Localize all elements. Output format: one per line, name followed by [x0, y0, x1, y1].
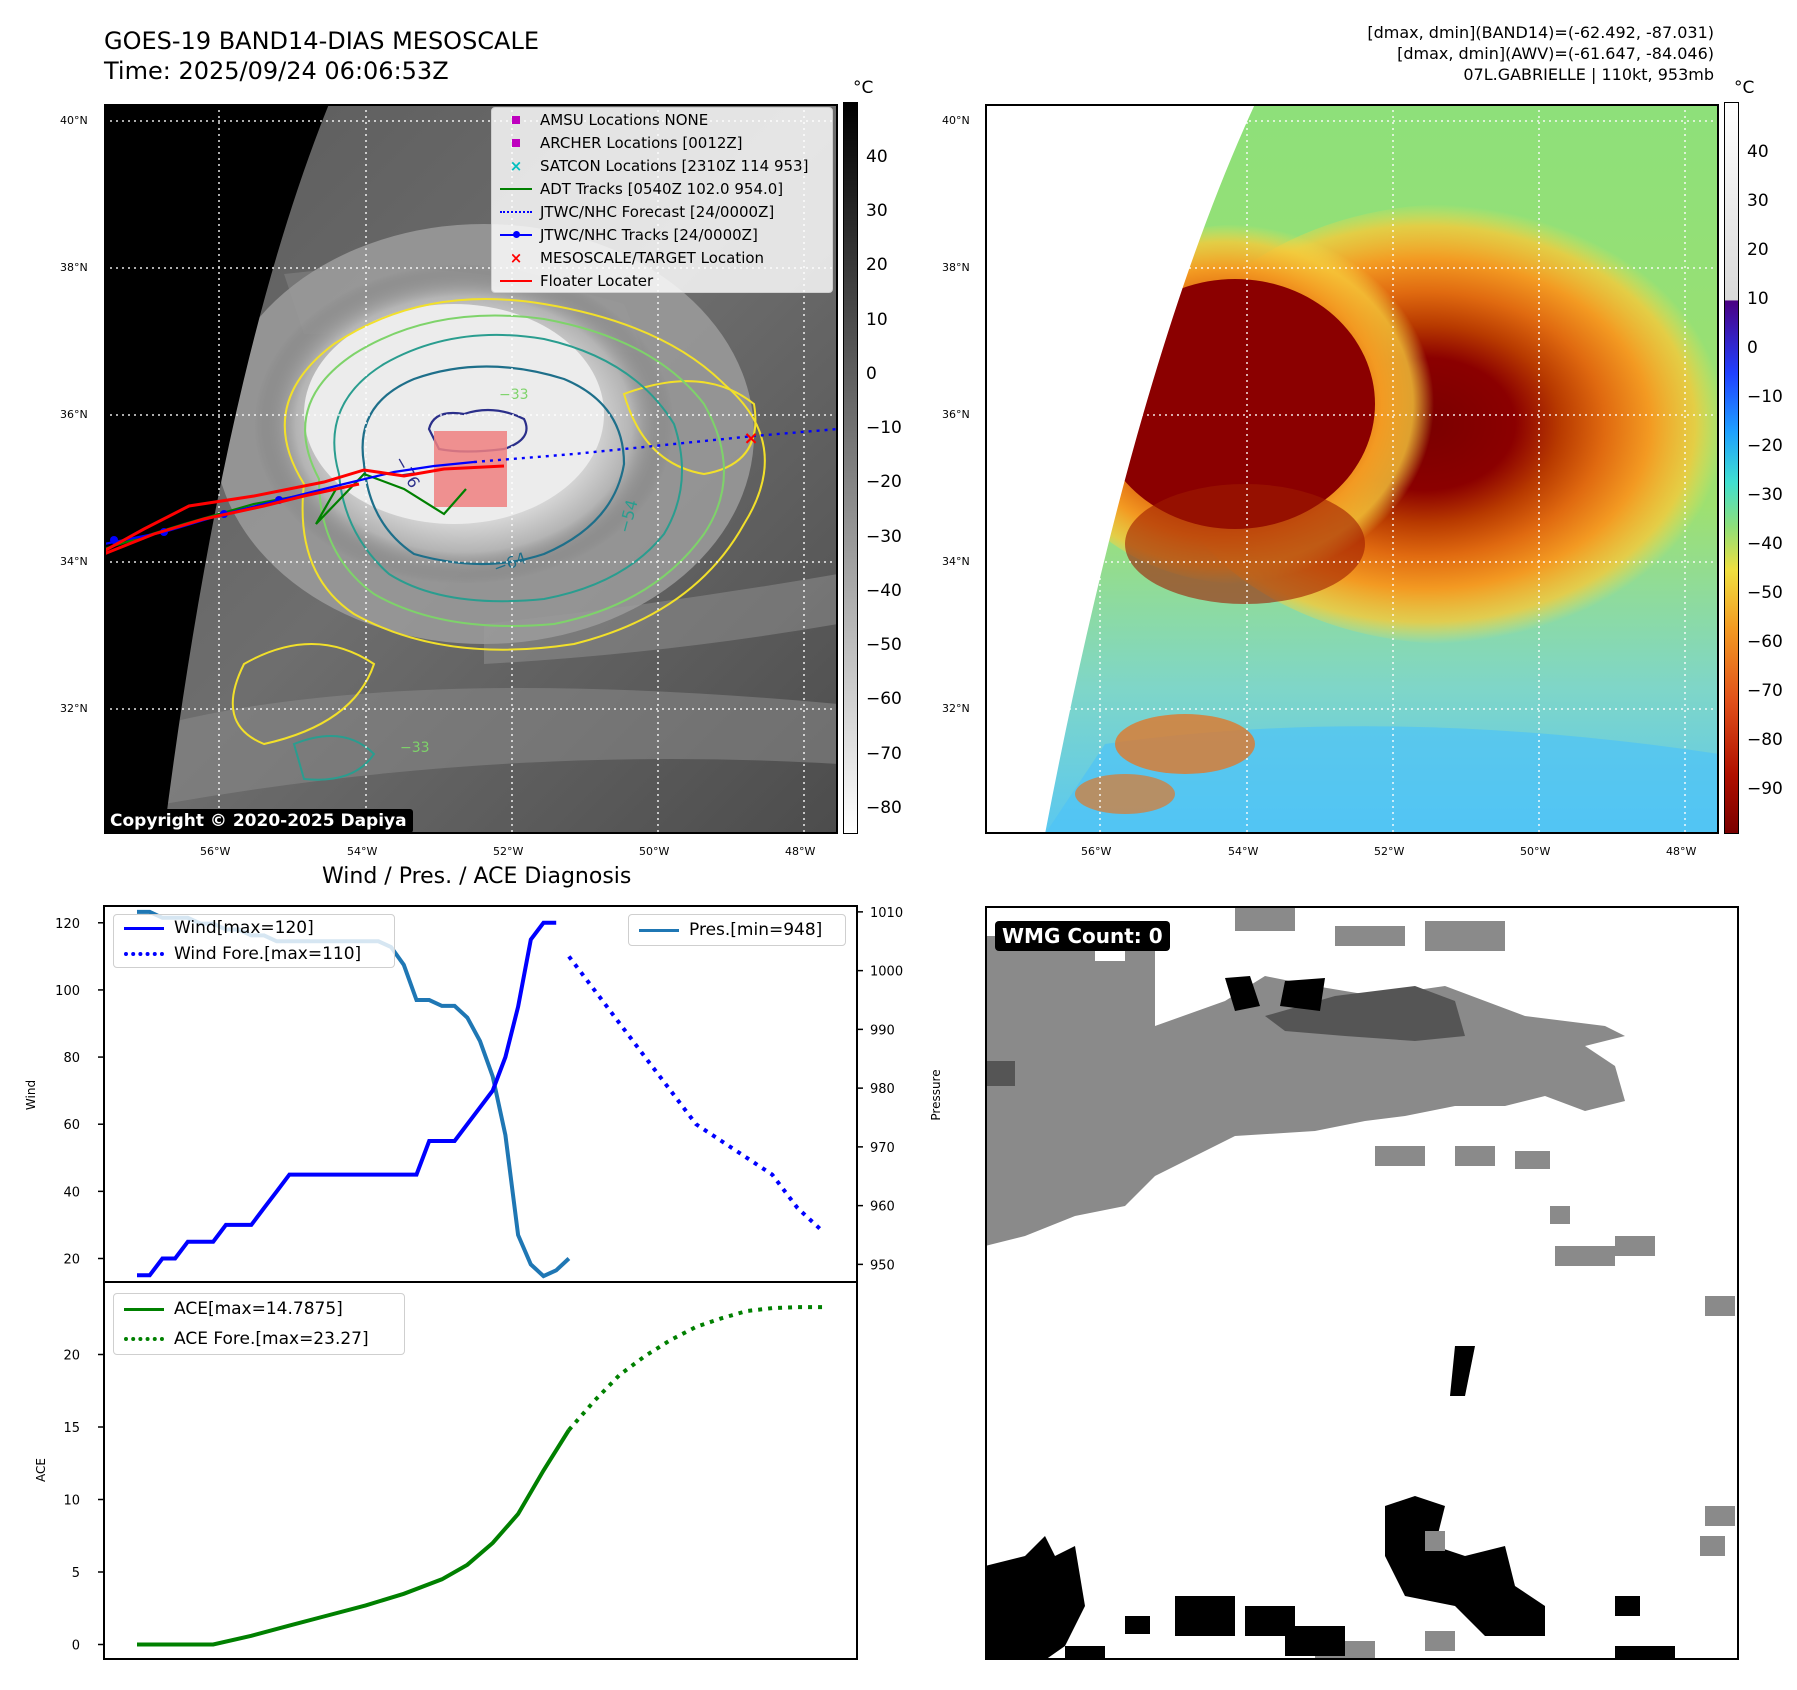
lon-label: 56°W: [200, 845, 231, 858]
pressure-tick-label: 950: [870, 1258, 895, 1273]
lat-label: 38°N: [60, 261, 88, 274]
awv-colorbar-ticks: 40 30 20 10 0 −10 −20 −30 −40 −50 −60 −7…: [1747, 142, 1783, 799]
lat-label: 38°N: [942, 261, 970, 274]
lon-label: 56°W: [1081, 845, 1112, 858]
ace-tick-label: 10: [63, 1494, 80, 1509]
legend-item-adt: ADT Tracks [0540Z 102.0 954.0]: [492, 177, 832, 200]
pressure-tick-label: 980: [870, 1082, 895, 1097]
lon-label: 48°W: [1666, 845, 1697, 858]
lat-label: 32°N: [60, 702, 88, 715]
lat-label: 40°N: [60, 114, 88, 127]
ir-colorbar-unit: °C: [853, 78, 874, 98]
wind-tick-label: 40: [63, 1185, 80, 1200]
awv-colorbar: [1724, 102, 1739, 834]
wind-series-line: [137, 920, 557, 1278]
copyright-badge: Copyright © 2020-2025 Dapiya: [104, 809, 413, 833]
ace-forecast-series-line: [567, 1305, 823, 1432]
floater-locater: [104, 464, 505, 553]
legend-item-target: × MESOSCALE/TARGET Location: [509, 248, 765, 267]
ace-tick-label: 5: [72, 1566, 80, 1581]
legend-item-forecast: JTWC/NHC Forecast [24/0000Z]: [492, 200, 832, 223]
ace-series-line: [137, 1428, 571, 1647]
lat-label: 34°N: [60, 555, 88, 568]
lon-label: 50°W: [1520, 845, 1551, 858]
title-line-1: GOES-19 BAND14-DIAS MESOSCALE: [104, 27, 540, 55]
pressure-legend: Pres.[min=948]: [628, 914, 846, 946]
storm-info: [dmax, dmin](BAND14)=(-62.492, -87.031) …: [1367, 22, 1714, 85]
wind-tick-label: 20: [63, 1253, 80, 1268]
diagnosis-title: Wind / Pres. / ACE Diagnosis: [322, 864, 632, 889]
ir-colorbar: [843, 102, 858, 834]
lon-label: 52°W: [1374, 845, 1405, 858]
awv-colorbar-unit: °C: [1734, 78, 1755, 98]
jtwc-forecast: [473, 427, 838, 464]
wind-forecast-series-line: [567, 955, 825, 1234]
legend-item-wind: Wind[max=120]: [114, 915, 394, 941]
ir-legend: AMSU Locations NONE ARCHER Locations [00…: [491, 107, 833, 293]
lon-label: 52°W: [493, 845, 524, 858]
lon-label: 50°W: [639, 845, 670, 858]
lon-label: 54°W: [347, 845, 378, 858]
legend-item-ace-fore: ACE Fore.[max=23.27]: [114, 1324, 404, 1354]
legend-item-floater: Floater Locater: [492, 269, 832, 292]
lon-label: 54°W: [1228, 845, 1259, 858]
ace-axis-label: ACE: [34, 1458, 48, 1482]
lat-label: 36°N: [60, 408, 88, 421]
lat-label: 32°N: [942, 702, 970, 715]
wind-tick-label: 100: [55, 984, 80, 999]
legend-item-tracks: JTWC/NHC Tracks [24/0000Z]: [492, 223, 832, 246]
ace-tick-label: 0: [72, 1639, 80, 1654]
lon-label: 48°W: [785, 845, 816, 858]
pressure-tick-label: 990: [870, 1023, 895, 1038]
pressure-tick-label: 1010: [870, 906, 903, 921]
ace-tick-label: 20: [63, 1349, 80, 1364]
ace-tick-label: 15: [63, 1421, 80, 1436]
legend-item-ace: ACE[max=14.7875]: [114, 1294, 404, 1324]
legend-item-archer: ARCHER Locations [0012Z]: [492, 131, 832, 154]
info-line-1: [dmax, dmin](BAND14)=(-62.492, -87.031): [1367, 23, 1714, 42]
legend-item-pres: Pres.[min=948]: [629, 915, 845, 945]
lat-label: 34°N: [942, 555, 970, 568]
wind-tick-label: 60: [63, 1118, 80, 1133]
lat-label: 40°N: [942, 114, 970, 127]
lat-label: 36°N: [942, 408, 970, 421]
legend-item-satcon: × SATCON Locations [2310Z 114 953]: [509, 156, 809, 175]
pressure-tick-label: 970: [870, 1141, 895, 1156]
wind-tick-label: 120: [55, 917, 80, 932]
pressure-tick-label: 1000: [870, 965, 903, 980]
wind-legend: Wind[max=120] Wind Fore.[max=110]: [113, 914, 395, 968]
pressure-tick-label: 960: [870, 1200, 895, 1215]
wind-tick-label: 80: [63, 1051, 80, 1066]
contour-label: −33: [499, 387, 529, 403]
awv-satellite-map: [985, 104, 1719, 834]
wmg-count-badge: WMG Count: 0: [995, 921, 1170, 951]
legend-item-wind-fore: Wind Fore.[max=110]: [114, 941, 394, 967]
legend-item-amsu: AMSU Locations NONE: [492, 108, 832, 131]
target-marker: ×: [743, 428, 758, 449]
wmg-map: [985, 906, 1739, 1660]
contour-label: −33: [400, 740, 430, 756]
info-line-3: 07L.GABRIELLE | 110kt, 953mb: [1463, 65, 1714, 84]
info-line-2: [dmax, dmin](AWV)=(-61.647, -84.046): [1397, 44, 1714, 63]
title-line-2: Time: 2025/09/24 06:06:53Z: [104, 57, 449, 85]
figure-title: GOES-19 BAND14-DIAS MESOSCALE Time: 2025…: [104, 26, 539, 86]
ace-legend: ACE[max=14.7875] ACE Fore.[max=23.27]: [113, 1293, 405, 1355]
pressure-axis-label: Pressure: [929, 1069, 943, 1120]
wind-axis-label: Wind: [24, 1080, 38, 1110]
ir-colorbar-ticks: 40 30 20 10 0 −10 −20 −30 −40 −50 −60 −7…: [866, 147, 902, 818]
